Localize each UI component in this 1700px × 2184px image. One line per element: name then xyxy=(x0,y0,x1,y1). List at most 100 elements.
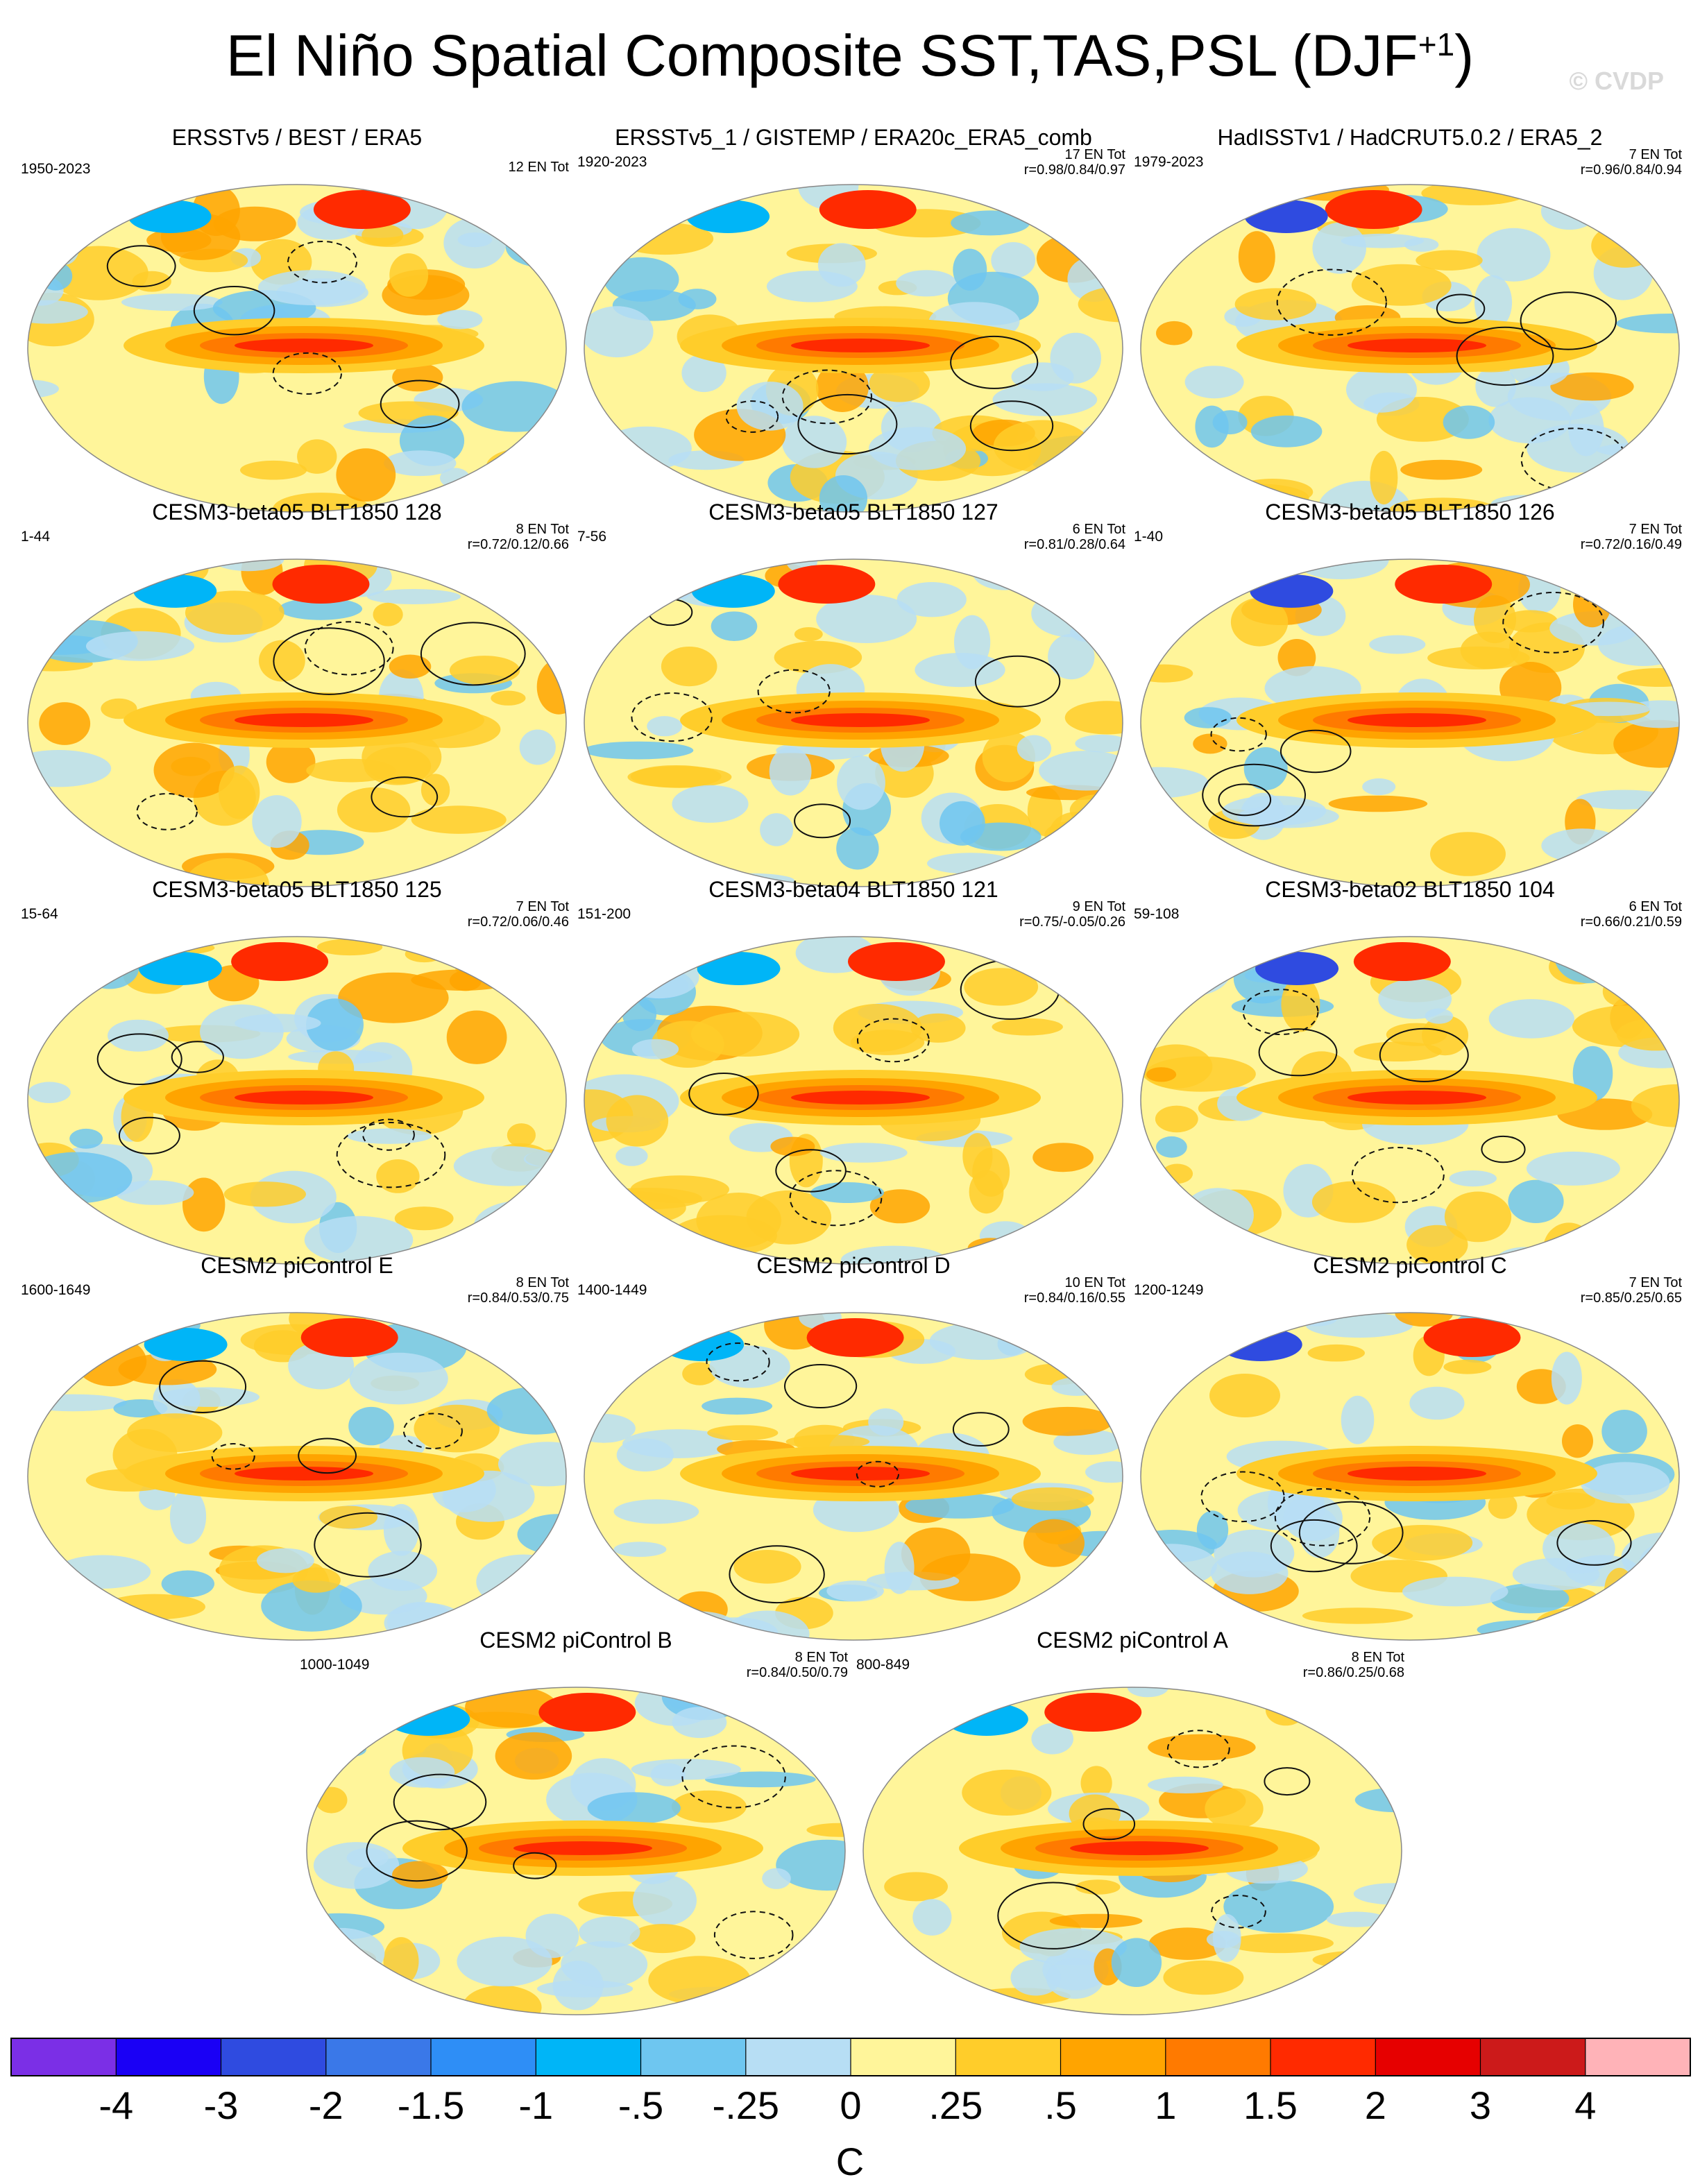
anomaly-patch xyxy=(1488,999,1574,1039)
equatorial-warm-tongue xyxy=(235,713,373,727)
anomaly-patch xyxy=(1082,943,1115,974)
colorbar-swatch xyxy=(221,2038,327,2076)
psl-contour xyxy=(298,1437,357,1474)
anomaly-patch xyxy=(1193,733,1227,754)
equatorial-warm-tongue xyxy=(1070,1841,1209,1855)
anomaly-patch xyxy=(962,1769,1052,1816)
anomaly-patch xyxy=(1551,1351,1582,1405)
anomaly-patch xyxy=(1080,1766,1112,1800)
anomaly-patch xyxy=(1299,1508,1340,1558)
panel-years: 151-200 xyxy=(577,906,631,922)
anomaly-patch xyxy=(587,1792,681,1825)
anomaly-patch xyxy=(1049,1913,1143,1928)
anomaly-patch xyxy=(762,1868,791,1889)
panel-en-count: 8 EN Tot xyxy=(1351,1650,1404,1665)
anomaly-patch xyxy=(1508,1179,1564,1223)
anomaly-patch xyxy=(1039,751,1123,791)
map-panel: CESM3-beta02 BLT1850 104 59-108 6 EN Tot r=… xyxy=(1134,877,1686,1265)
anomaly-patch xyxy=(905,1493,1014,1519)
anomaly-patch xyxy=(223,1181,306,1207)
anomaly-patch xyxy=(39,702,91,745)
map-plot xyxy=(584,558,1123,887)
anomaly-patch xyxy=(1048,633,1095,680)
anomaly-patch xyxy=(1474,275,1513,330)
anomaly-patch xyxy=(1562,1424,1593,1458)
anomaly-patch xyxy=(273,493,370,512)
anomaly-patch xyxy=(770,1136,815,1157)
map-plot xyxy=(306,1687,846,2015)
colorbar-swatch xyxy=(955,2038,1062,2076)
anomaly-patch xyxy=(1475,366,1517,407)
panel-title: HadISSTv1 / HadCRUT5.0.2 / ERA5_2 xyxy=(1217,125,1603,150)
anomaly-patch xyxy=(1163,1960,1244,1995)
psl-contour xyxy=(1481,1135,1526,1163)
anomaly-patch xyxy=(337,787,411,833)
high-latitude-anomaly xyxy=(661,1328,745,1361)
panel-years: 800-849 xyxy=(856,1657,910,1673)
panel-pattern-correlation: r=0.98/0.84/0.97 xyxy=(1023,162,1125,178)
high-latitude-anomaly xyxy=(386,1703,470,1736)
panel-count-block: 9 EN Tot r=0.75/-0.05/0.26 xyxy=(1019,899,1125,930)
anomaly-patch xyxy=(38,1557,69,1578)
map-panel: ERSSTv5_1 / GISTEMP / ERA20c_ERA5_comb 19… xyxy=(577,125,1130,513)
high-latitude-anomaly xyxy=(272,565,370,604)
equatorial-warm-tongue xyxy=(1348,1091,1486,1104)
anomaly-patch xyxy=(101,698,137,719)
high-latitude-anomaly xyxy=(313,190,411,229)
anomaly-patch xyxy=(414,1404,500,1453)
map-plot xyxy=(584,1312,1123,1641)
colorbar-swatch xyxy=(11,2038,117,2076)
colorbar-swatch xyxy=(1165,2038,1271,2076)
anomaly-patch xyxy=(1031,590,1109,638)
panel-count-block: 6 EN Tot r=0.66/0.21/0.59 xyxy=(1581,899,1682,930)
anomaly-patch xyxy=(631,1039,679,1059)
high-latitude-anomaly xyxy=(1353,942,1451,981)
panel-count-block: 8 EN Tot r=0.84/0.53/0.75 xyxy=(468,1275,569,1306)
anomaly-patch xyxy=(1237,805,1339,828)
anomaly-patch xyxy=(1061,978,1090,1006)
anomaly-patch xyxy=(115,1180,194,1205)
anomaly-patch xyxy=(1617,668,1679,687)
anomaly-patch xyxy=(449,656,520,685)
anomaly-patch xyxy=(1162,1163,1193,1184)
psl-contour xyxy=(106,245,176,287)
anomaly-patch xyxy=(1141,1610,1191,1629)
anomaly-patch xyxy=(661,647,717,687)
anomaly-patch xyxy=(650,1763,686,1786)
anomaly-patch xyxy=(1568,402,1604,457)
equatorial-warm-tongue xyxy=(1348,339,1486,352)
anomaly-patch xyxy=(584,1347,646,1383)
psl-contour xyxy=(706,1342,770,1382)
panel-en-count: 8 EN Tot xyxy=(794,1650,848,1665)
panel-years: 59-108 xyxy=(1134,906,1180,922)
anomaly-patch xyxy=(1630,1193,1662,1227)
anomaly-patch xyxy=(1326,1911,1386,1927)
anomaly-patch xyxy=(1425,1008,1454,1024)
psl-contour xyxy=(1520,291,1617,350)
anomaly-patch xyxy=(1615,1598,1678,1632)
psl-contour xyxy=(1264,1767,1311,1796)
anomaly-patch xyxy=(1293,559,1389,579)
psl-contour xyxy=(997,1882,1110,1950)
anomaly-patch xyxy=(896,582,967,617)
psl-contour xyxy=(757,669,831,714)
anomaly-patch xyxy=(953,248,987,291)
psl-contour xyxy=(969,400,1054,452)
anomaly-patch xyxy=(1488,1492,1518,1519)
anomaly-patch xyxy=(623,185,726,199)
panel-en-count: 7 EN Tot xyxy=(1629,147,1682,162)
panel-en-count: 7 EN Tot xyxy=(1629,1275,1682,1290)
anomaly-patch xyxy=(1028,1326,1123,1346)
psl-contour xyxy=(272,352,342,395)
anomaly-patch xyxy=(278,597,363,620)
anomaly-patch xyxy=(674,1591,728,1628)
map-border xyxy=(1140,558,1680,887)
panel-title: ERSSTv5 / BEST / ERA5 xyxy=(171,125,423,150)
high-latitude-anomaly xyxy=(1244,200,1328,233)
anomaly-patch xyxy=(1541,828,1624,863)
anomaly-patch xyxy=(1085,1461,1123,1483)
anomaly-patch xyxy=(1156,1136,1187,1158)
colorbar-tick-label: -1.5 xyxy=(398,2083,465,2127)
high-latitude-anomaly xyxy=(1423,1318,1521,1357)
anomaly-patch xyxy=(584,741,694,760)
